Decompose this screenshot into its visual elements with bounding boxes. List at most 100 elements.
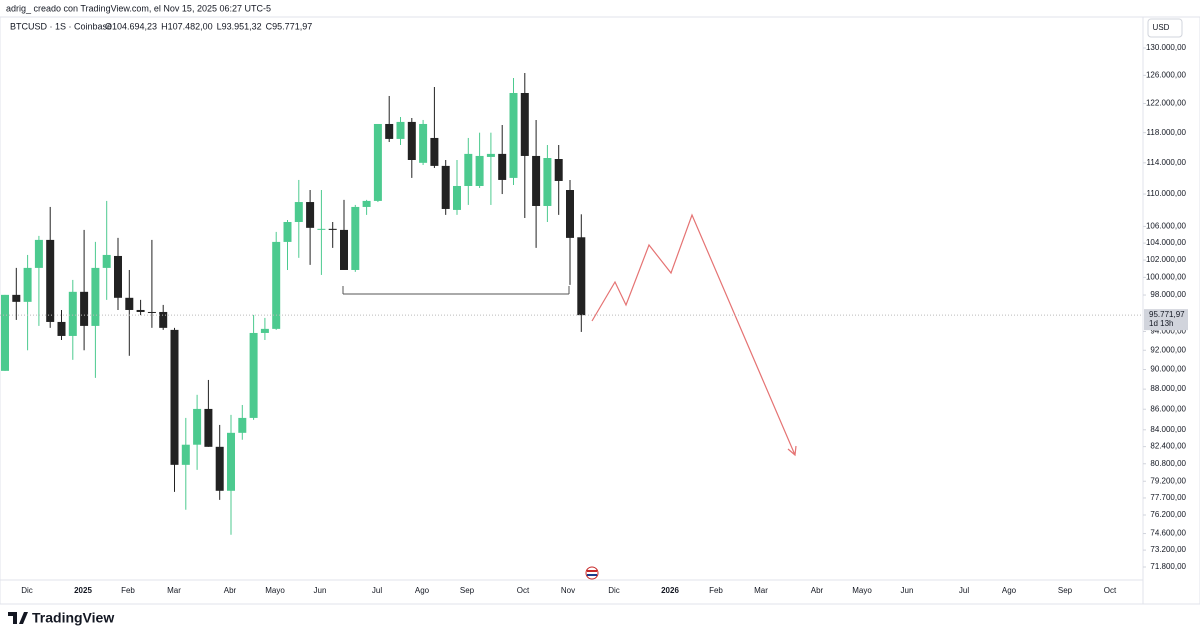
x-tick-label: Sep [460,586,475,595]
candle-body [453,185,461,210]
candle-body [396,121,405,139]
ohlc-key: O [105,21,112,31]
x-tick-label: Jun [901,586,914,595]
candle-body [543,158,552,206]
candle-body [351,206,360,270]
candle-body [181,444,190,465]
x-tick-label: Mayo [852,586,872,595]
countdown: 1d 13h [1149,319,1173,328]
currency: USD [1153,23,1170,32]
x-tick-label: Jun [314,586,327,595]
candle-body [249,332,258,418]
candle-body [23,267,32,302]
candle-body [125,297,134,310]
y-tick-label: 77.700,00 [1150,493,1186,502]
x-tick-label: Jul [372,586,382,595]
candle-body [520,92,529,156]
candle-body [566,190,574,238]
candle-body [328,228,337,230]
candle-body [373,123,382,201]
x-tick-label: Ago [415,586,430,595]
x-tick-label: Dic [608,586,620,595]
candle-body [159,311,168,328]
y-tick-label: 94.000,00 [1150,327,1186,336]
ohlc-legend: O 104.694,23 H 107.482,00 L 93.951,32 C 95.771,… [105,21,312,31]
candle-body [215,446,224,491]
x-tick-label: Abr [811,586,824,595]
candle-body [147,311,156,313]
last-price-box [1144,309,1188,331]
candle-body [227,432,235,491]
brand: TradingView [32,610,114,626]
candle-body [102,254,111,268]
candle-body [91,267,100,326]
x-tick-label: Mayo [265,586,285,595]
y-tick-label: 100.000,00 [1146,272,1187,281]
candle-body [509,92,518,178]
x-tick-label: Feb [709,586,723,595]
candle-body [260,328,269,333]
y-tick-label: 106.000,00 [1146,222,1187,231]
candle-body [407,121,416,160]
logo-icon [8,612,28,624]
ohlc-value: 107.482,00 [168,21,213,31]
x-tick-label: Oct [1104,586,1117,595]
y-tick-label: 86.000,00 [1150,404,1186,413]
candle-body [57,321,66,336]
y-tick-label: 98.000,00 [1150,290,1186,299]
candle-body [419,123,428,163]
y-tick-label: 118.000,00 [1147,128,1187,137]
candle-body [283,221,292,242]
x-tick-label: Mar [167,586,181,595]
candle-body [238,417,247,433]
y-tick-label: 76.200,00 [1150,510,1186,519]
candle-body [385,123,394,139]
ohlc-key: L [217,21,222,31]
y-tick-label: 114.000,00 [1147,158,1187,167]
y-tick-label: 122.000,00 [1146,99,1187,108]
y-tick-label: 73.200,00 [1150,545,1186,554]
ohlc-key: C [266,21,273,31]
candle-body [340,229,348,270]
flag-stripe [587,570,597,572]
candle-body [577,237,586,316]
x-tick-label: Dic [21,586,33,595]
candle-body [554,159,563,181]
currency-button[interactable] [1147,18,1183,38]
x-tick-label: Oct [517,586,530,595]
x-tick-label: 2025 [74,586,92,595]
ohlc-value: 104.694,23 [112,21,157,31]
y-tick-label: 110.000,00 [1147,189,1187,198]
projection-arrow [591,213,797,457]
candle-body [430,137,439,166]
candle-body [170,329,179,465]
y-tick-label: 102.000,00 [1146,255,1187,264]
candle-body [136,309,145,312]
candle-body [486,153,495,157]
event-flag[interactable] [585,566,599,580]
candle-body [306,202,315,228]
ohlc-value: 95.771,97 [272,21,312,31]
x-tick-label: Jul [959,586,969,595]
x-tick-label: Mar [754,586,768,595]
y-tick-label: 79.200,00 [1150,476,1186,485]
chart-frame [0,16,1200,605]
logo: TradingView [8,610,114,626]
candle-body [362,200,371,207]
candle-body [46,239,55,322]
candle-body [441,165,450,209]
x-tick-label: Nov [561,586,575,595]
y-tick-label: 84.000,00 [1150,425,1186,434]
candle-body [475,155,484,186]
candle-body [68,291,77,336]
ohlc-key: H [161,21,168,31]
candle-body [532,155,541,206]
candle-body [1,294,9,371]
y-tick-label: 74.600,00 [1150,529,1186,538]
candle-body [204,408,213,447]
y-tick-label: 126.000,00 [1146,70,1187,79]
flag-stripe [587,574,597,576]
y-tick-label: 130.000,00 [1146,43,1187,52]
candle-body [317,228,326,230]
